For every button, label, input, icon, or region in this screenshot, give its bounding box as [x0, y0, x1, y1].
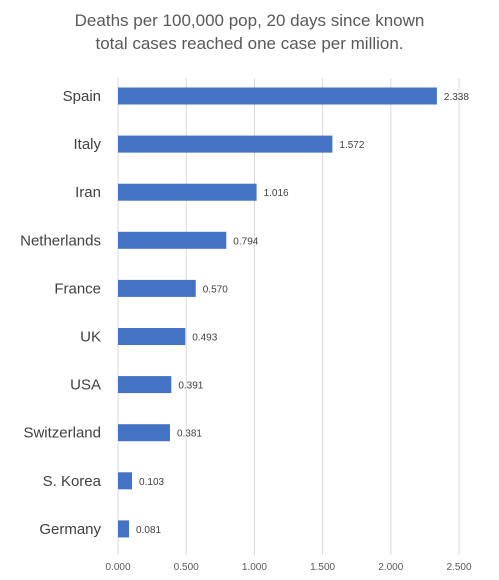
- category-label: S. Korea: [43, 473, 102, 490]
- category-label: Italy: [73, 136, 101, 153]
- data-label: 1.572: [339, 140, 364, 151]
- x-tick-label: 2.000: [378, 562, 403, 573]
- category-label: Spain: [63, 88, 101, 105]
- category-label: USA: [70, 377, 101, 394]
- data-label: 0.493: [192, 333, 217, 344]
- data-label: 0.081: [136, 525, 161, 536]
- data-label: 0.391: [178, 381, 203, 392]
- category-label: Germany: [39, 521, 101, 538]
- bar-spain: [118, 87, 437, 105]
- bar-italy: [118, 135, 333, 153]
- bar-switzerland: [118, 424, 170, 442]
- bar-germany: [118, 520, 130, 538]
- data-label: 0.381: [177, 429, 202, 440]
- data-label: 0.794: [233, 236, 258, 247]
- bar-uk: [118, 328, 186, 345]
- data-label: 1.016: [264, 188, 289, 199]
- data-label: 0.570: [203, 284, 228, 295]
- x-tick-label: 0.500: [174, 562, 199, 573]
- data-label: 0.103: [139, 477, 164, 488]
- chart-title-line-2: total cases reached one case per million…: [95, 34, 404, 53]
- bar-s-korea: [118, 472, 133, 490]
- bar-iran: [118, 183, 257, 201]
- category-label: Switzerland: [23, 425, 101, 442]
- x-tick-label: 1.000: [242, 562, 267, 573]
- category-label: Netherlands: [20, 232, 101, 249]
- bar-usa: [118, 376, 172, 394]
- chart-title-line-1: Deaths per 100,000 pop, 20 days since kn…: [74, 11, 425, 30]
- category-label: France: [54, 280, 101, 297]
- x-tick-label: 0.000: [105, 562, 130, 573]
- bar-netherlands: [118, 231, 227, 249]
- data-label: 2.338: [444, 92, 469, 103]
- x-tick-label: 2.500: [446, 562, 471, 573]
- bar-france: [118, 279, 196, 297]
- category-label: UK: [80, 329, 101, 346]
- category-label: Iran: [75, 184, 101, 201]
- x-tick-label: 1.500: [310, 562, 335, 573]
